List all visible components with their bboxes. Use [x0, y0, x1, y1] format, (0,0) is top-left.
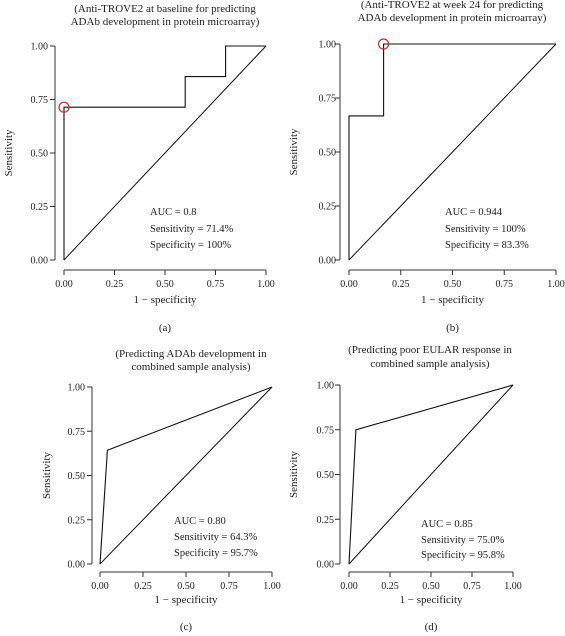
- y-tick-label: 0.50: [319, 148, 337, 159]
- roc-curve-line: [348, 384, 514, 565]
- x-tick-label: 0.50: [444, 279, 462, 290]
- chart-title-line: (Predicting poor EULAR response in: [348, 344, 512, 356]
- y-tick-label: 0.25: [31, 202, 49, 213]
- roc-panel-d: (Predicting poor EULAR response in combin…: [288, 344, 522, 633]
- x-tick-label: 0.00: [340, 279, 358, 290]
- x-tick-label: 0.75: [496, 279, 514, 290]
- x-tick-label: 0.25: [106, 279, 124, 290]
- x-tick-label: 0.50: [422, 581, 440, 592]
- chart-title-line: combined sample analysis): [370, 358, 489, 370]
- x-tick-label: 1.00: [263, 581, 281, 592]
- chart-title-line: ADAb development in protein microarray): [358, 12, 547, 24]
- reference-diagonal: [348, 43, 557, 261]
- x-axis-label: 1 − specificity: [399, 594, 463, 606]
- reference-diagonal: [348, 384, 514, 565]
- y-tick-label: 0.25: [317, 515, 335, 526]
- stat-annotation: AUC = 0.8: [150, 207, 196, 218]
- x-tick-label: 0.00: [55, 279, 73, 290]
- stat-annotation: AUC = 0.80: [174, 516, 226, 527]
- y-tick-label: 0.50: [31, 149, 49, 160]
- stat-annotation: Specificity = 100%: [150, 240, 231, 251]
- y-tick-label: 1.00: [317, 381, 335, 392]
- y-axis-label: Sensitivity: [288, 128, 300, 176]
- panel-label: (b): [446, 322, 459, 334]
- optimal-cutoff-point: [58, 101, 70, 113]
- x-axis-label: 1 − specificity: [154, 594, 218, 606]
- panel-label: (c): [180, 621, 193, 633]
- chart-title-line: ADAb development in protein microarray): [71, 16, 260, 28]
- x-tick-label: 0.00: [340, 581, 358, 592]
- x-tick-label: 0.50: [156, 279, 174, 290]
- y-tick-label: 1.00: [319, 40, 337, 51]
- y-tick-label: 0.50: [317, 470, 335, 481]
- x-tick-label: 1.00: [257, 279, 275, 290]
- y-tick-label: 0.00: [319, 256, 337, 267]
- chart-title-line: (Anti-TROVE2 at baseline for predicting: [74, 3, 256, 15]
- x-tick-label: 0.00: [91, 581, 109, 592]
- roc-curve-line: [63, 45, 266, 260]
- y-tick-label: 0.50: [68, 471, 86, 482]
- stat-annotation: Specificity = 95.7%: [174, 548, 258, 559]
- y-axis-label: Sensitivity: [41, 451, 53, 499]
- stat-annotation: AUC = 0.85: [421, 519, 473, 530]
- roc-curve-line: [348, 43, 556, 260]
- stat-annotation: Sensitivity = 75.0%: [421, 535, 504, 546]
- x-axis-label: 1 − specificity: [421, 294, 485, 306]
- chart-title-line: (Predicting ADAb development in: [115, 348, 267, 360]
- y-tick-label: 0.75: [317, 425, 335, 436]
- y-tick-label: 0.75: [31, 95, 49, 106]
- y-tick-label: 0.25: [319, 202, 337, 213]
- panel-label: (d): [425, 621, 438, 633]
- x-tick-label: 0.25: [134, 581, 152, 592]
- stat-annotation: Sensitivity = 71.4%: [150, 224, 233, 235]
- x-tick-label: 0.25: [381, 581, 399, 592]
- x-tick-label: 0.75: [207, 279, 225, 290]
- reference-diagonal: [99, 386, 273, 565]
- x-tick-label: 0.75: [220, 581, 238, 592]
- roc-panel-a: (Anti-TROVE2 at baseline for predictingA…: [3, 3, 275, 334]
- x-tick-label: 1.00: [504, 581, 522, 592]
- roc-curve-line: [99, 386, 273, 565]
- x-tick-label: 0.50: [177, 581, 195, 592]
- x-axis-label: 1 − specificity: [133, 294, 197, 306]
- stat-annotation: Specificity = 83.3%: [445, 240, 529, 251]
- chart-title-line: (Anti-TROVE2 at week 24 for predicting: [361, 0, 544, 11]
- panel-label: (a): [159, 322, 172, 334]
- y-tick-label: 1.00: [68, 383, 86, 394]
- y-tick-label: 0.25: [68, 515, 86, 526]
- roc-panel-c: (Predicting ADAb development incombined …: [41, 348, 281, 633]
- y-tick-label: 0.00: [317, 560, 335, 571]
- y-tick-label: 0.75: [319, 94, 337, 105]
- chart-title-line: combined sample analysis): [131, 361, 250, 373]
- y-axis-label: Sensitivity: [3, 129, 15, 177]
- stat-annotation: Sensitivity = 100%: [445, 224, 526, 235]
- y-axis-label: Sensitivity: [288, 450, 300, 498]
- x-tick-label: 0.25: [392, 279, 410, 290]
- x-tick-label: 0.75: [463, 581, 481, 592]
- stat-annotation: AUC = 0.944: [445, 207, 503, 218]
- y-tick-label: 0.00: [31, 256, 49, 267]
- stat-annotation: Sensitivity = 64.3%: [174, 532, 257, 543]
- optimal-cutoff-point: [377, 38, 390, 50]
- roc-panel-b: (Anti-TROVE2 at week 24 for predictingAD…: [288, 0, 565, 334]
- y-tick-label: 0.75: [68, 427, 86, 438]
- x-tick-label: 1.00: [547, 279, 565, 290]
- reference-diagonal: [63, 45, 267, 261]
- y-tick-label: 0.00: [68, 560, 86, 571]
- stat-annotation: Specificity = 95.8%: [421, 550, 505, 561]
- y-tick-label: 1.00: [31, 42, 49, 53]
